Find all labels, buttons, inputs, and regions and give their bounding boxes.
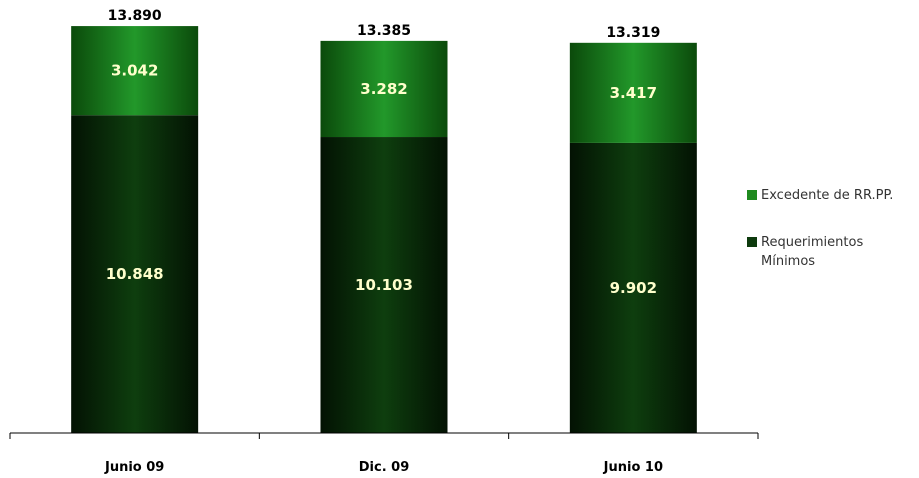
legend: Excedente de RR.PP. Requerimientos Mínim… <box>747 186 917 299</box>
x-axis <box>9 432 759 439</box>
total-label: 13.890 <box>108 8 162 24</box>
bar-segment-requerimientos <box>71 115 199 434</box>
data-label-excedente: 3.417 <box>610 84 657 102</box>
x-tick-label: Junio 09 <box>104 460 164 475</box>
legend-item-requerimientos: Requerimientos Mínimos <box>747 233 917 271</box>
labels-group: 10.848 3.042 13.890 Junio 09 10.103 3.282 13.3… <box>104 8 663 475</box>
bar-segment-excedente <box>569 42 697 143</box>
legend-label-excedente: Excedente de RR.PP. <box>761 188 894 203</box>
legend-swatch-excedente <box>747 190 757 200</box>
bars-group <box>71 26 697 434</box>
bar-segment-requerimientos <box>320 137 448 434</box>
total-label: 13.319 <box>606 25 660 41</box>
legend-item-excedente: Excedente de RR.PP. <box>747 186 917 205</box>
legend-swatch-requerimientos <box>747 237 757 247</box>
data-label-excedente: 3.042 <box>111 62 158 80</box>
legend-label-requerimientos: Requerimientos Mínimos <box>761 235 864 269</box>
data-label-requerimientos: 10.848 <box>106 265 164 283</box>
total-label: 13.385 <box>357 23 411 39</box>
x-tick-label: Dic. 09 <box>359 460 410 475</box>
data-label-excedente: 3.282 <box>360 80 407 98</box>
bar-segment-requerimientos <box>569 142 697 433</box>
data-label-requerimientos: 9.902 <box>610 279 657 297</box>
x-tick-label: Junio 10 <box>603 460 663 475</box>
data-label-requerimientos: 10.103 <box>355 276 413 294</box>
bar-segment-excedente <box>71 26 199 116</box>
bar-segment-excedente <box>320 40 448 138</box>
